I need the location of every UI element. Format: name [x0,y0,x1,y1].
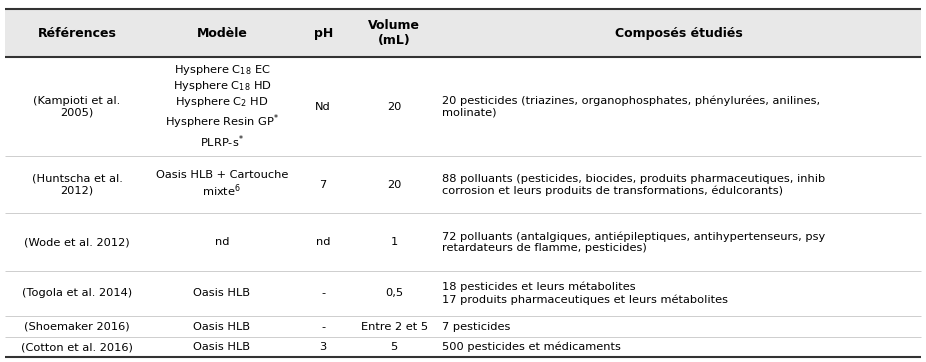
Text: nd: nd [215,237,229,247]
Text: 18 pesticides et leurs métabolites
17 produits pharmaceutiques et leurs métaboli: 18 pesticides et leurs métabolites 17 pr… [442,282,728,305]
Text: pH: pH [314,26,332,39]
Text: 7 pesticides: 7 pesticides [442,322,510,332]
Text: 500 pesticides et médicaments: 500 pesticides et médicaments [442,342,620,352]
Text: Hysphere C$_{18}$ EC
Hysphere C$_{18}$ HD
Hysphere C$_{2}$ HD
Hysphere Resin GP$: Hysphere C$_{18}$ EC Hysphere C$_{18}$ H… [165,63,279,150]
Text: Oasis HLB: Oasis HLB [194,288,250,298]
Text: Entre 2 et 5: Entre 2 et 5 [361,322,428,332]
Text: 3: 3 [319,342,327,352]
Text: (Cotton et al. 2016): (Cotton et al. 2016) [21,342,133,352]
Text: 20 pesticides (triazines, organophosphates, phénylurées, anilines,
molinate): 20 pesticides (triazines, organophosphat… [442,96,820,118]
Text: nd: nd [316,237,331,247]
Text: 0,5: 0,5 [385,288,404,298]
Text: Composés étudiés: Composés étudiés [615,26,743,39]
Text: Oasis HLB: Oasis HLB [194,322,250,332]
Text: Oasis HLB: Oasis HLB [194,342,250,352]
Text: (Shoemaker 2016): (Shoemaker 2016) [24,322,130,332]
Text: Oasis HLB + Cartouche
mixte$^{6}$: Oasis HLB + Cartouche mixte$^{6}$ [156,170,288,199]
Text: Références: Références [38,26,117,39]
Text: 7: 7 [319,180,327,190]
Text: Nd: Nd [316,101,332,111]
Text: (Togola et al. 2014): (Togola et al. 2014) [22,288,132,298]
Bar [5,9,921,57]
Text: Volume
(mL): Volume (mL) [369,19,420,47]
Text: 20: 20 [387,101,402,111]
Text: -: - [321,322,325,332]
Text: (Wode et al. 2012): (Wode et al. 2012) [24,237,130,247]
Text: 1: 1 [391,237,398,247]
Text: Modèle: Modèle [196,26,247,39]
Text: (Kampioti et al.
2005): (Kampioti et al. 2005) [33,96,120,117]
Text: 88 polluants (pesticides, biocides, produits pharmaceutiques, inhib
corrosion et: 88 polluants (pesticides, biocides, prod… [442,174,825,196]
Text: 72 polluants (antalgiques, antiépileptiques, antihypertenseurs, psy
retardateurs: 72 polluants (antalgiques, antiépileptiq… [442,231,825,253]
Text: 5: 5 [391,342,398,352]
Text: 20: 20 [387,180,402,190]
Text: -: - [321,288,325,298]
Text: (Huntscha et al.
2012): (Huntscha et al. 2012) [31,174,122,195]
